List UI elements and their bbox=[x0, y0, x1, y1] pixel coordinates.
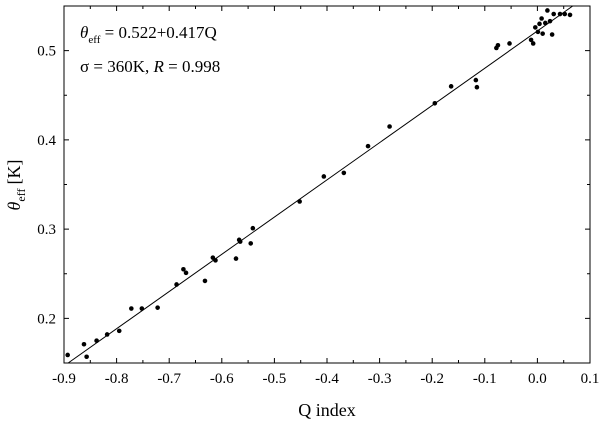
data-point bbox=[547, 18, 553, 24]
data-point bbox=[473, 77, 479, 83]
x-tick-label: 0.0 bbox=[528, 371, 547, 387]
fit-r-symbol: R bbox=[153, 57, 165, 76]
x-axis-ticks bbox=[63, 6, 591, 363]
fit-equation-subscript: eff bbox=[88, 34, 100, 46]
data-point bbox=[104, 332, 110, 337]
fit-sigma: σ = 360K, bbox=[80, 57, 154, 76]
data-point bbox=[139, 306, 145, 311]
data-point bbox=[116, 328, 122, 334]
data-point bbox=[537, 21, 542, 27]
data-point bbox=[474, 84, 480, 90]
data-point bbox=[562, 11, 568, 17]
data-point bbox=[183, 270, 189, 276]
fit-line bbox=[67, 5, 574, 364]
data-point bbox=[297, 199, 302, 204]
data-point bbox=[155, 305, 160, 310]
y-axis-label-subscript: eff bbox=[14, 189, 28, 202]
fit-statistics: σ = 360K, R = 0.998 bbox=[80, 57, 220, 76]
x-axis-label: Q index bbox=[298, 400, 356, 420]
fit-equation-symbol: θ bbox=[80, 23, 88, 42]
y-axis-ticks bbox=[64, 5, 590, 364]
data-point bbox=[202, 278, 208, 284]
data-point bbox=[341, 170, 347, 176]
data-point bbox=[507, 41, 512, 46]
data-point bbox=[528, 37, 534, 43]
data-point bbox=[81, 341, 87, 347]
x-tick-label: -0.6 bbox=[210, 371, 234, 387]
data-point bbox=[181, 266, 186, 272]
x-tick-label: -0.2 bbox=[420, 371, 444, 387]
data-point bbox=[213, 258, 218, 263]
data-point bbox=[549, 32, 555, 37]
y-axis-label-unit: [K] bbox=[4, 160, 24, 185]
data-point bbox=[248, 241, 254, 246]
y-tick-label: 0.5 bbox=[37, 44, 56, 60]
x-tick-label: -0.3 bbox=[368, 371, 392, 387]
data-point bbox=[321, 174, 327, 179]
data-point bbox=[237, 239, 243, 244]
x-tick-label: 0.1 bbox=[581, 371, 600, 387]
data-point bbox=[540, 31, 545, 36]
fit-equation: θeff = 0.522+0.417Q bbox=[80, 23, 217, 46]
data-point bbox=[250, 225, 256, 231]
y-tick-label: 0.3 bbox=[37, 222, 56, 238]
x-axis-tick-labels: -0.9 -0.8 -0.7 -0.6 -0.5 -0.4 -0.3 -0.2 -0.1 0.0 0… bbox=[52, 371, 599, 387]
x-tick-label: -0.7 bbox=[157, 371, 181, 387]
x-tick-label: -0.9 bbox=[52, 371, 76, 387]
y-tick-label: 0.2 bbox=[37, 311, 56, 327]
data-point bbox=[448, 84, 454, 89]
data-point bbox=[233, 256, 239, 261]
data-point bbox=[365, 143, 371, 149]
x-tick-label: -0.4 bbox=[315, 371, 339, 387]
data-point bbox=[532, 25, 538, 30]
data-point bbox=[84, 354, 89, 360]
data-point bbox=[539, 16, 544, 21]
x-tick-label: -0.1 bbox=[473, 371, 497, 387]
data-point bbox=[530, 41, 536, 46]
y-axis-label-symbol: θ bbox=[4, 201, 24, 210]
x-tick-label: -0.8 bbox=[105, 371, 129, 387]
data-point bbox=[535, 29, 541, 35]
y-axis-label: θeff [K] bbox=[4, 160, 28, 211]
data-point bbox=[387, 124, 392, 129]
data-point bbox=[94, 338, 99, 343]
data-point bbox=[545, 8, 550, 13]
fit-equation-text: = 0.522+0.417Q bbox=[100, 23, 216, 42]
y-axis-tick-labels: 0.2 0.3 0.4 0.5 bbox=[37, 44, 56, 328]
data-point bbox=[542, 20, 548, 26]
x-tick-label: -0.5 bbox=[263, 371, 287, 387]
data-point bbox=[557, 11, 563, 17]
data-point bbox=[551, 11, 557, 17]
data-point bbox=[65, 352, 70, 358]
fit-r-value: = 0.998 bbox=[164, 57, 220, 76]
data-point bbox=[495, 42, 501, 48]
data-point bbox=[129, 306, 134, 311]
data-point bbox=[567, 12, 573, 18]
data-point bbox=[174, 282, 179, 287]
data-point bbox=[432, 100, 438, 106]
data-points bbox=[65, 8, 573, 360]
y-tick-label: 0.4 bbox=[37, 133, 56, 149]
